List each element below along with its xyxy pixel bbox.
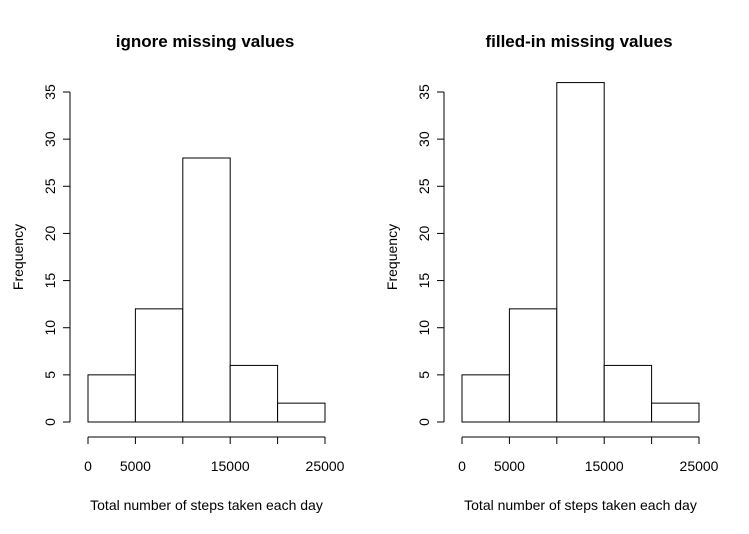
x-axis-label: Total number of steps taken each day xyxy=(464,497,697,513)
x-tick-label: 25000 xyxy=(306,458,345,474)
y-tick-label: 20 xyxy=(416,225,432,241)
y-tick-label: 5 xyxy=(42,371,58,379)
y-tick-label: 35 xyxy=(416,84,432,100)
histogram-bar xyxy=(461,374,510,423)
x-tick-label: 25000 xyxy=(680,458,719,474)
y-tick-label: 15 xyxy=(416,273,432,289)
y-tick-label: 15 xyxy=(42,273,58,289)
y-tick-label: 0 xyxy=(416,418,432,426)
chart-title: filled-in missing values xyxy=(485,32,672,51)
y-tick-label: 35 xyxy=(42,84,58,100)
histogram-panel-filled-in: filled-in missing values 0 5 10 15 20 25 30 35 0 5… xyxy=(384,32,719,513)
histogram-bar xyxy=(229,364,279,423)
y-axis-label: Frequency xyxy=(10,224,26,290)
x-axis-label: Total number of steps taken each day xyxy=(90,497,323,513)
histogram-bar xyxy=(603,364,653,423)
x-tick-label: 15000 xyxy=(211,458,250,474)
y-tick-label: 30 xyxy=(42,131,58,147)
y-tick-label: 10 xyxy=(42,320,58,336)
histogram-bar xyxy=(651,402,700,423)
x-tick-label: 0 xyxy=(84,458,92,474)
histogram-panel-ignore-missing: ignore missing values 0 5 10 15 20 25 30 35 0 5000… xyxy=(10,32,345,513)
histogram-bar xyxy=(134,308,184,423)
y-tick-label: 25 xyxy=(416,178,432,194)
histogram-bar xyxy=(87,374,136,423)
y-tick-label: 20 xyxy=(42,225,58,241)
x-tick-label: 5000 xyxy=(120,458,151,474)
y-axis-label: Frequency xyxy=(384,224,400,290)
x-tick-label: 0 xyxy=(458,458,466,474)
x-tick-label: 5000 xyxy=(494,458,525,474)
x-tick-label: 15000 xyxy=(585,458,624,474)
y-tick-label: 10 xyxy=(416,320,432,336)
y-tick-label: 5 xyxy=(416,371,432,379)
y-tick-label: 0 xyxy=(42,418,58,426)
histogram-bar xyxy=(277,402,326,423)
y-tick-label: 30 xyxy=(416,131,432,147)
histogram-bar xyxy=(182,157,231,423)
y-tick-label: 25 xyxy=(42,178,58,194)
histogram-bar xyxy=(556,82,605,423)
histogram-bar xyxy=(508,308,558,423)
chart-title: ignore missing values xyxy=(116,32,295,51)
